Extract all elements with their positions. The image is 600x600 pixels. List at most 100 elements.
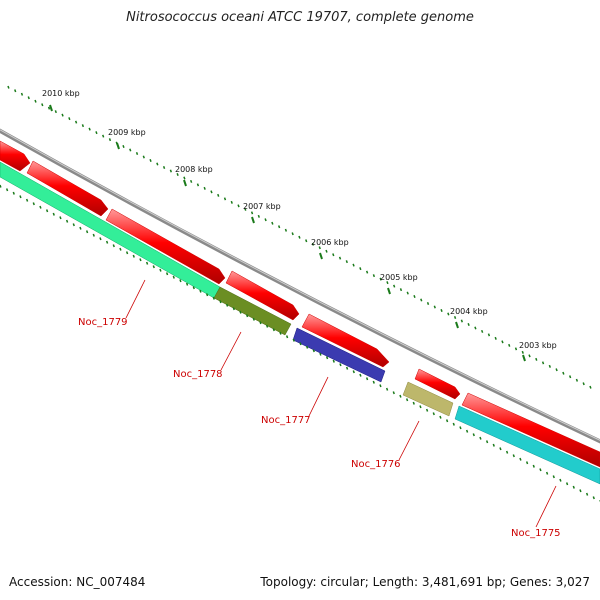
dot-mark <box>379 277 382 281</box>
cds-feature <box>414 368 461 400</box>
dot-mark <box>299 342 302 346</box>
gene-noc-1775[interactable] <box>454 405 600 485</box>
gene-label-noc-1776: Noc_1776 <box>351 459 401 470</box>
dot-mark <box>345 260 348 264</box>
dot-mark <box>272 328 275 332</box>
dot-mark <box>199 289 202 293</box>
dot-mark <box>0 184 2 188</box>
dot-mark <box>412 401 415 405</box>
dot-mark <box>393 284 396 288</box>
dot-mark <box>459 426 462 430</box>
dot-mark <box>305 239 308 243</box>
dot-mark <box>237 204 240 208</box>
dot-mark <box>453 315 457 319</box>
dot-mark <box>165 272 169 276</box>
gene-label-noc-1777: Noc_1777 <box>261 415 311 426</box>
dot-mark <box>562 371 565 375</box>
dot-mark <box>413 295 416 299</box>
dot-mark <box>548 364 551 368</box>
dot-mark <box>61 113 64 117</box>
dot-mark <box>192 286 195 290</box>
dot-mark <box>420 298 423 302</box>
tick-label-2003: 2003 kbp <box>519 341 557 350</box>
dot-mark <box>479 436 482 440</box>
cds-feature <box>26 160 109 217</box>
dot-mark <box>230 200 233 204</box>
dot-mark <box>385 387 389 391</box>
dot-mark <box>183 176 186 180</box>
dot-mark <box>5 188 9 192</box>
dot-mark <box>545 471 549 475</box>
dot-mark <box>514 347 518 351</box>
dot-mark <box>525 461 529 465</box>
dot-mark <box>179 279 182 283</box>
dot-mark <box>52 212 55 216</box>
dot-mark <box>145 261 149 265</box>
scale-tick <box>455 321 459 329</box>
gene-noc-1777[interactable] <box>292 327 386 383</box>
dot-mark <box>352 370 355 374</box>
dot-mark <box>365 377 369 381</box>
dot-mark <box>419 405 422 409</box>
genome-backbone-highlight <box>0 129 600 441</box>
dot-mark <box>582 382 585 386</box>
dot-mark <box>172 275 175 279</box>
dot-mark <box>210 190 213 194</box>
gene-label-noc-1779: Noc_1779 <box>78 317 128 328</box>
dot-mark <box>439 415 442 419</box>
dot-mark <box>159 268 162 272</box>
dot-mark <box>568 375 572 379</box>
gene-noc-1778[interactable] <box>213 286 292 336</box>
dot-mark <box>212 296 215 300</box>
gene-label-noc-1778: Noc_1778 <box>173 369 223 380</box>
dot-mark <box>528 354 531 358</box>
dot-mark <box>149 159 152 163</box>
dot-mark <box>271 221 274 225</box>
dot-mark <box>592 496 595 500</box>
dot-mark <box>152 265 155 269</box>
tick-label-2007: 2007 kbp <box>243 202 281 211</box>
callout-line-noc-1778 <box>220 331 242 371</box>
dot-mark <box>79 226 82 230</box>
dot-mark <box>487 333 491 337</box>
dot-mark <box>552 475 555 479</box>
dot-mark <box>205 293 209 297</box>
dot-mark <box>460 319 464 323</box>
dot-mark <box>81 124 85 128</box>
dot-mark <box>257 214 260 218</box>
dot-mark <box>225 303 229 307</box>
dot-mark <box>264 218 267 222</box>
dot-mark <box>284 228 288 232</box>
dot-mark <box>132 254 135 258</box>
gene-noc-1776[interactable] <box>402 381 454 417</box>
callout-line-noc-1777 <box>308 376 329 417</box>
dot-mark <box>565 482 569 486</box>
dot-mark <box>125 251 129 255</box>
dot-mark <box>359 373 362 377</box>
dot-mark <box>68 117 71 121</box>
dot-mark <box>440 309 443 313</box>
dot-mark <box>318 246 321 250</box>
dot-mark <box>250 211 254 215</box>
dot-mark <box>379 384 382 388</box>
dot-mark <box>59 216 62 220</box>
tick-label-2006: 2006 kbp <box>311 238 349 247</box>
dot-mark <box>196 183 200 187</box>
dot-mark <box>325 249 328 253</box>
dot-mark <box>339 363 342 367</box>
dot-mark <box>25 198 29 202</box>
dot-mark <box>521 350 524 354</box>
gene-noc-1779[interactable] <box>0 161 221 299</box>
dot-mark <box>559 478 562 482</box>
dot-mark <box>332 253 335 257</box>
dot-mark <box>19 195 22 199</box>
dot-mark <box>162 165 166 169</box>
dot-mark <box>142 155 145 159</box>
dot-mark <box>34 99 37 103</box>
dot-mark <box>365 270 369 274</box>
tick-label-2008: 2008 kbp <box>175 165 213 174</box>
dot-mark <box>474 326 477 330</box>
tick-label-2009: 2009 kbp <box>108 128 146 137</box>
dot-mark <box>217 193 220 197</box>
cds-feature <box>105 208 226 285</box>
